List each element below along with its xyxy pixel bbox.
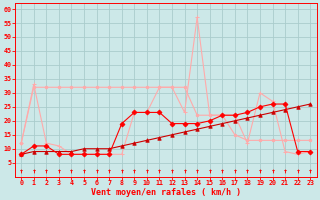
Point (270, 169, 275, 173)
Point (144, 169, 149, 173)
Point (232, 169, 237, 173)
Point (44, 169, 49, 173)
Point (283, 169, 288, 173)
Point (56, 169, 61, 173)
Point (19, 169, 24, 173)
X-axis label: Vent moyen/en rafales ( km/h ): Vent moyen/en rafales ( km/h ) (91, 188, 241, 197)
Point (132, 169, 137, 173)
Point (94, 169, 99, 173)
Point (82, 169, 87, 173)
Point (245, 169, 250, 173)
Point (170, 169, 175, 173)
Point (119, 169, 124, 173)
Point (69, 169, 74, 173)
Point (107, 169, 112, 173)
Point (31, 169, 36, 173)
Point (157, 169, 162, 173)
Point (182, 169, 187, 173)
Point (220, 169, 225, 173)
Point (257, 169, 262, 173)
Point (295, 169, 300, 173)
Point (195, 169, 200, 173)
Point (308, 169, 313, 173)
Point (207, 169, 212, 173)
